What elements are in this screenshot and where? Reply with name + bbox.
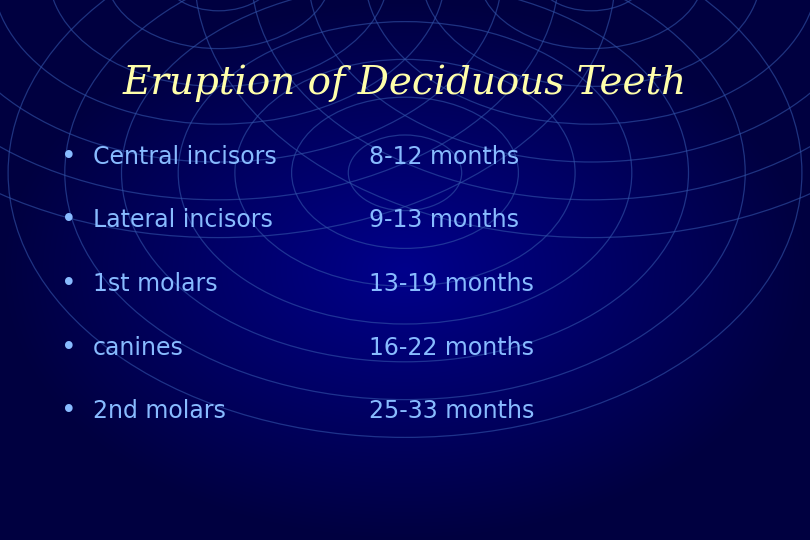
Text: 1st molars: 1st molars <box>93 272 218 296</box>
Text: 8-12 months: 8-12 months <box>369 145 518 168</box>
Text: •: • <box>61 399 77 424</box>
Text: Lateral incisors: Lateral incisors <box>93 208 273 232</box>
Text: 16-22 months: 16-22 months <box>369 336 534 360</box>
Text: 9-13 months: 9-13 months <box>369 208 518 232</box>
Text: Central incisors: Central incisors <box>93 145 277 168</box>
Text: •: • <box>61 144 77 170</box>
Text: •: • <box>61 207 77 233</box>
Text: canines: canines <box>93 336 184 360</box>
Text: 25-33 months: 25-33 months <box>369 400 534 423</box>
Text: 2nd molars: 2nd molars <box>93 400 226 423</box>
Text: •: • <box>61 335 77 361</box>
Text: 13-19 months: 13-19 months <box>369 272 534 296</box>
Text: Eruption of Deciduous Teeth: Eruption of Deciduous Teeth <box>123 65 687 103</box>
Text: •: • <box>61 271 77 297</box>
